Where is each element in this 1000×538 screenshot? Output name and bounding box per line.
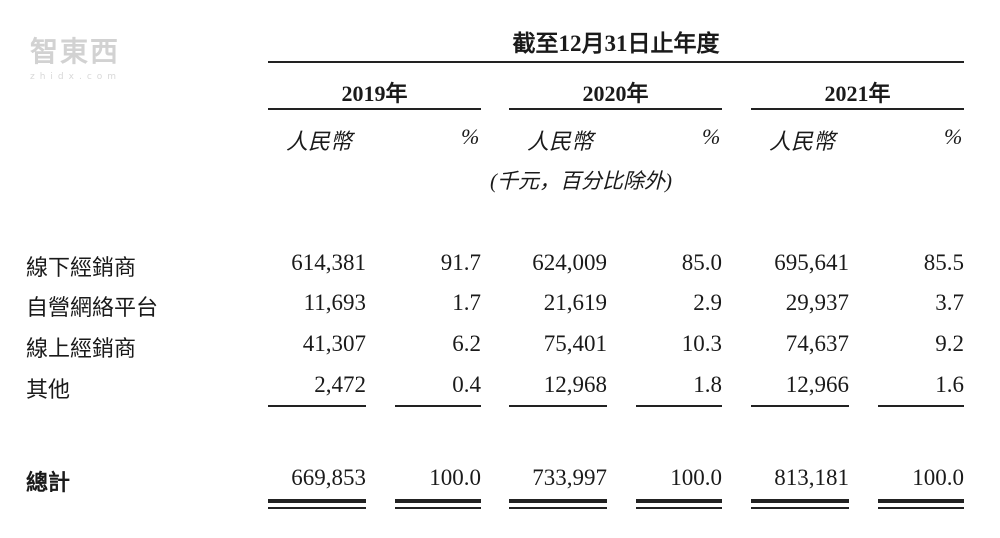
- table-cell: 695,641: [774, 250, 849, 275]
- total-cell: 100.0: [912, 465, 964, 490]
- total-double-underline-thick: [509, 499, 607, 503]
- total-double-underline-thick: [751, 499, 849, 503]
- year-underline: [751, 108, 964, 110]
- subtotal-underline: [395, 405, 481, 407]
- total-cell: 100.0: [429, 465, 481, 490]
- table-cell: 2,472: [314, 372, 366, 397]
- divider: [268, 61, 964, 63]
- total-cell: 733,997: [532, 465, 607, 490]
- table-cell: 29,937: [785, 290, 849, 315]
- table-cell: 6.2: [452, 331, 481, 356]
- total-label: 總計: [26, 470, 71, 495]
- total-cell: 813,181: [774, 465, 849, 490]
- row-label: 自營網絡平台: [26, 295, 159, 320]
- table-cell: 614,381: [291, 250, 366, 275]
- row-label: 線上經銷商: [26, 336, 137, 361]
- table-cell: 11,693: [303, 290, 366, 315]
- currency-header: 人民幣: [286, 129, 353, 154]
- total-double-underline-thin: [878, 507, 964, 509]
- total-double-underline-thin: [636, 507, 722, 509]
- table-cell: 41,307: [302, 331, 366, 356]
- total-double-underline-thin: [509, 507, 607, 509]
- table-cell: 91.7: [440, 250, 481, 275]
- row-label: 其他: [26, 377, 71, 402]
- subtotal-underline: [509, 405, 607, 407]
- year-underline: [509, 108, 722, 110]
- total-cell: 100.0: [670, 465, 722, 490]
- total-double-underline-thick: [395, 499, 481, 503]
- table-cell: 12,968: [543, 372, 607, 397]
- table-cell: 74,637: [785, 331, 849, 356]
- subtotal-underline: [268, 405, 366, 407]
- table-cell: 1.8: [693, 372, 722, 397]
- currency-header: 人民幣: [769, 129, 836, 154]
- subtotal-underline: [636, 405, 722, 407]
- subtotal-underline: [878, 405, 964, 407]
- row-label: 線下經銷商: [26, 255, 137, 280]
- table-cell: 3.7: [935, 290, 964, 315]
- total-double-underline-thin: [751, 507, 849, 509]
- table-cell: 9.2: [935, 331, 964, 356]
- watermark-url: zhidx.com: [30, 72, 122, 82]
- total-double-underline-thin: [268, 507, 366, 509]
- table-cell: 0.4: [452, 372, 481, 397]
- year-header: 2020年: [582, 81, 649, 106]
- year-header: 2021年: [824, 81, 891, 106]
- table-cell: 10.3: [681, 331, 722, 356]
- year-header: 2019年: [341, 81, 408, 106]
- total-double-underline-thick: [268, 499, 366, 503]
- table-cell: 2.9: [693, 290, 722, 315]
- table-cell: 75,401: [543, 331, 607, 356]
- table-cell: 1.6: [935, 372, 964, 397]
- currency-header: 人民幣: [527, 129, 594, 154]
- table-cell: 1.7: [452, 290, 481, 315]
- total-cell: 669,853: [291, 465, 366, 490]
- total-double-underline-thick: [878, 499, 964, 503]
- year-underline: [268, 108, 481, 110]
- watermark-logo: 智東西: [30, 35, 121, 68]
- total-double-underline-thin: [395, 507, 481, 509]
- table-cell: 624,009: [532, 250, 607, 275]
- total-double-underline-thick: [636, 499, 722, 503]
- percent-header: %: [944, 124, 963, 149]
- percent-header: %: [461, 124, 480, 149]
- table-cell: 12,966: [785, 372, 849, 397]
- table-cell: 85.5: [923, 250, 964, 275]
- unit-note: (千元，百分比除外): [490, 169, 672, 193]
- table-cell: 21,619: [543, 290, 607, 315]
- percent-header: %: [702, 124, 721, 149]
- table-cell: 85.0: [681, 250, 722, 275]
- period-title: 截至12月31日止年度: [512, 31, 720, 56]
- subtotal-underline: [751, 405, 849, 407]
